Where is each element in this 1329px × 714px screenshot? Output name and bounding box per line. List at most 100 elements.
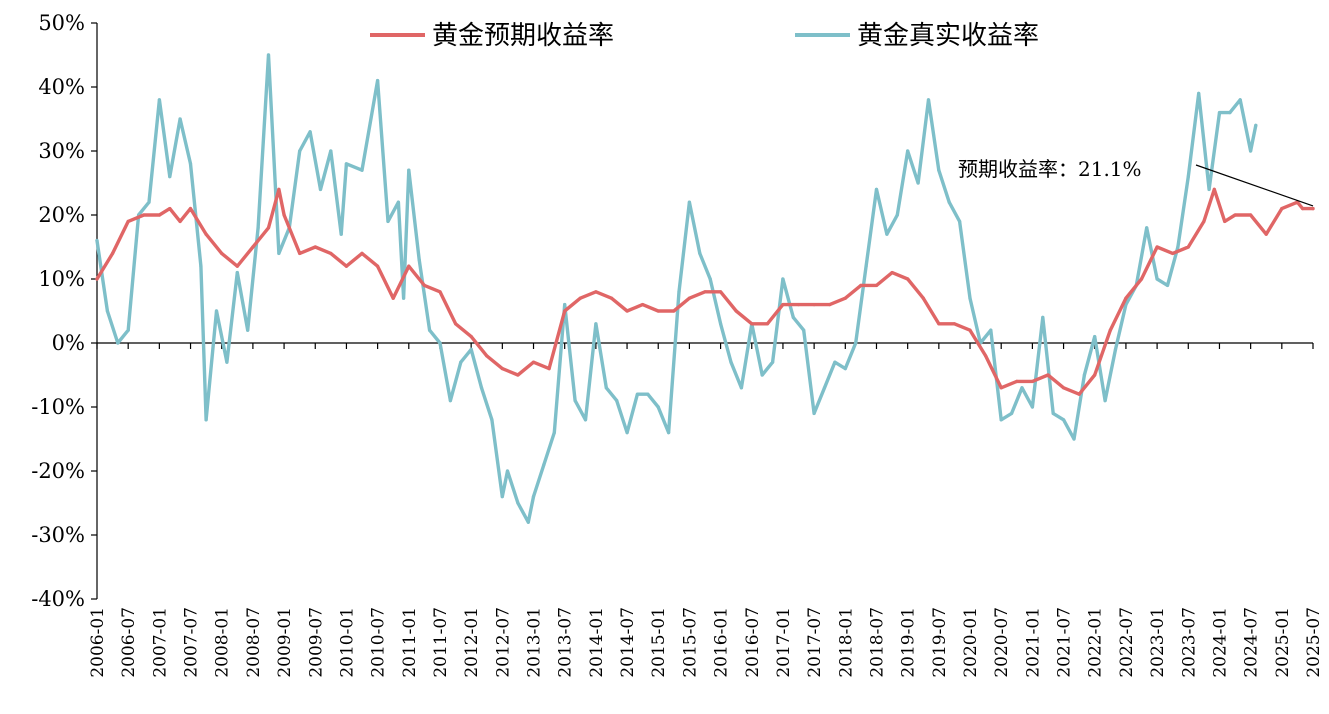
x-tick-label: 2022-07 bbox=[1117, 607, 1137, 678]
x-tick-label: 2012-07 bbox=[493, 607, 513, 678]
data-point-expected bbox=[298, 251, 302, 255]
data-point-real bbox=[1093, 335, 1097, 339]
data-point-real bbox=[199, 264, 203, 268]
data-point-expected bbox=[531, 360, 536, 364]
data-point-real bbox=[864, 264, 868, 268]
data-point-expected bbox=[594, 290, 598, 294]
x-tick-label: 2022-01 bbox=[1086, 607, 1106, 678]
data-point-expected bbox=[1046, 373, 1050, 377]
data-point-expected bbox=[1139, 277, 1144, 281]
data-point-expected bbox=[1030, 379, 1034, 383]
x-tick-label: 2011-07 bbox=[431, 607, 451, 678]
data-point-real bbox=[999, 418, 1003, 422]
data-point-expected bbox=[1171, 251, 1175, 255]
data-point-expected bbox=[828, 303, 832, 307]
data-point-expected bbox=[1093, 373, 1097, 377]
x-tick-label: 2008-01 bbox=[213, 607, 233, 678]
y-tick-label: -30% bbox=[31, 523, 85, 547]
data-point-real bbox=[526, 520, 530, 524]
data-point-expected bbox=[344, 264, 348, 268]
data-point-real bbox=[168, 175, 172, 179]
data-point-real bbox=[833, 360, 837, 364]
data-point-real bbox=[1010, 411, 1014, 415]
data-point-real bbox=[214, 309, 219, 313]
data-point-expected bbox=[251, 245, 255, 249]
x-tick-label: 2018-07 bbox=[867, 607, 887, 678]
data-point-real bbox=[1145, 226, 1149, 230]
data-point-real bbox=[1103, 399, 1107, 403]
data-point-expected bbox=[360, 251, 364, 255]
data-point-real bbox=[298, 149, 302, 153]
data-point-real bbox=[438, 341, 442, 345]
data-point-expected bbox=[1233, 213, 1237, 217]
data-point-real bbox=[594, 322, 598, 326]
data-point-expected bbox=[1124, 296, 1128, 300]
data-point-expected bbox=[999, 386, 1003, 390]
x-tick-label: 2025-01 bbox=[1273, 607, 1293, 678]
data-point-real bbox=[428, 328, 432, 332]
y-tick-label: 50% bbox=[38, 11, 85, 35]
data-point-real bbox=[1124, 303, 1128, 307]
data-point-real bbox=[563, 303, 567, 307]
data-point-real bbox=[854, 341, 858, 345]
data-point-real bbox=[906, 149, 910, 153]
y-tick-label: 30% bbox=[38, 139, 85, 163]
data-point-expected bbox=[609, 296, 614, 300]
data-point-real bbox=[396, 200, 400, 204]
data-point-real bbox=[719, 322, 723, 326]
data-point-real bbox=[760, 373, 764, 377]
data-point-expected bbox=[204, 232, 208, 236]
data-point-real bbox=[360, 168, 364, 172]
x-tick-label: 2017-07 bbox=[805, 607, 825, 678]
data-point-expected bbox=[952, 322, 957, 326]
data-point-expected bbox=[703, 290, 707, 294]
y-tick-label: -10% bbox=[31, 395, 85, 419]
data-point-real bbox=[739, 386, 744, 390]
data-point-expected bbox=[890, 271, 894, 275]
data-point-real bbox=[771, 360, 775, 364]
x-tick-label: 2006-07 bbox=[119, 607, 139, 678]
data-point-expected bbox=[313, 245, 317, 249]
data-point-real bbox=[516, 501, 520, 505]
data-point-real bbox=[542, 463, 546, 467]
legend: 黄金预期收益率 黄金真实收益率 bbox=[370, 21, 1039, 51]
data-point-real bbox=[344, 162, 348, 166]
data-point-expected bbox=[516, 373, 520, 377]
data-point-real bbox=[246, 328, 250, 332]
annotation-leader-line bbox=[1195, 164, 1314, 207]
data-point-expected bbox=[656, 309, 660, 313]
data-point-real bbox=[687, 200, 692, 204]
data-point-expected bbox=[266, 226, 271, 230]
series-layer bbox=[95, 53, 1315, 524]
data-point-real bbox=[1062, 418, 1066, 422]
data-point-real bbox=[147, 200, 151, 204]
data-point-real bbox=[1051, 411, 1055, 415]
x-tick-label: 2025-07 bbox=[1304, 607, 1324, 678]
data-point-real bbox=[1113, 347, 1118, 351]
y-tick-label: 10% bbox=[38, 267, 85, 291]
x-tick-label: 2021-07 bbox=[1055, 607, 1075, 678]
data-point-real bbox=[1249, 149, 1253, 153]
x-tick-label: 2017-01 bbox=[774, 607, 794, 678]
data-point-real bbox=[448, 399, 452, 403]
data-point-real bbox=[1155, 277, 1159, 281]
data-point-real bbox=[105, 309, 109, 313]
data-point-real bbox=[937, 168, 941, 172]
data-point-real bbox=[459, 360, 463, 364]
data-point-real bbox=[479, 386, 484, 390]
data-point-expected bbox=[687, 296, 692, 300]
data-point-expected bbox=[625, 309, 629, 313]
data-point-expected bbox=[672, 309, 676, 313]
data-point-expected bbox=[1280, 207, 1284, 211]
data-point-real bbox=[116, 341, 120, 345]
data-point-real bbox=[573, 399, 577, 403]
data-point-real bbox=[1197, 91, 1201, 95]
y-ticks: 50% 40% 30% 20% 10% 0% -10% -20% -30% -40% bbox=[31, 11, 97, 611]
x-tick-label: 2024-01 bbox=[1210, 607, 1230, 678]
data-point-real bbox=[552, 431, 556, 435]
data-point-real bbox=[235, 271, 239, 275]
data-point-real bbox=[1207, 187, 1211, 191]
data-point-real bbox=[958, 219, 962, 223]
data-point-real bbox=[1217, 111, 1222, 115]
